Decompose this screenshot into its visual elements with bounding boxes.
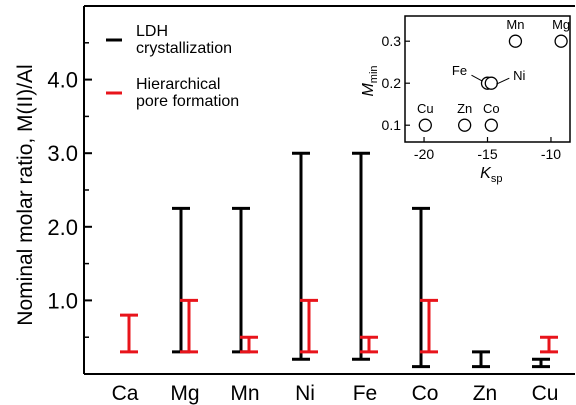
inset-x-tick-label: -15: [477, 146, 497, 162]
inset-x-tick-label: -10: [541, 146, 561, 162]
legend-label: pore formation: [136, 93, 239, 110]
inset-x-tick-label: -20: [414, 146, 434, 162]
range-bar: [232, 206, 250, 354]
y-tick-label: 3.0: [47, 141, 78, 166]
y-axis-title: Nominal molar ratio, M(II)/Al: [14, 64, 37, 325]
range-bar: [352, 151, 370, 361]
x-tick-label: Ni: [295, 382, 315, 405]
range-bar: [540, 335, 558, 354]
inset-point: [484, 118, 498, 132]
x-tick-label: Fe: [353, 382, 378, 405]
range-bar: [180, 298, 198, 354]
inset-x-axis-title: Ksp: [480, 165, 502, 185]
range-bar: [172, 206, 190, 354]
range-bar: [240, 335, 258, 354]
inset-y-axis-title: Mmin: [360, 65, 380, 96]
y-tick-label: 1.0: [47, 288, 78, 313]
inset-point-label: Mg: [552, 17, 570, 32]
x-tick-label: Ca: [112, 382, 139, 405]
x-tick-label: Mn: [230, 382, 259, 405]
y-tick-label: 2.0: [47, 215, 78, 240]
inset-plot: 0.1 0.2 0.3 -20 -15 -10 Ksp Mmin Cu Zn Co Fe Ni Mn Mg: [360, 15, 571, 185]
inset-y-tick-label: 0.3: [382, 33, 402, 49]
y-tick-label: 4.0: [47, 68, 78, 93]
inset-point-label: Fe: [452, 63, 467, 78]
legend-label: LDH: [136, 23, 168, 40]
inset-y-tick-label: 0.2: [382, 75, 402, 91]
x-tick-label: Cu: [532, 382, 559, 405]
inset-point-label: Co: [483, 101, 500, 116]
range-bar: [300, 298, 318, 354]
inset-point: [508, 34, 523, 48]
inset-point-label: Zn: [457, 101, 472, 116]
inset-point: [484, 76, 498, 90]
inset-leader-line: [496, 77, 510, 85]
x-tick-label: Zn: [473, 382, 498, 405]
inset-point: [418, 118, 432, 132]
range-bar: [420, 298, 438, 354]
inset-point-label: Cu: [417, 101, 434, 116]
range-bar: [292, 151, 310, 361]
inset-point: [458, 118, 472, 132]
inset-point-label: Ni: [513, 68, 525, 83]
inset-point-label: Mn: [506, 17, 524, 32]
range-bar: [120, 313, 138, 354]
legend-label: crystallization: [136, 40, 232, 57]
x-tick-label: Mg: [170, 382, 199, 405]
main-plot: 1.0 2.0 3.0 4.0 Nominal molar ratio, M(II)/A…: [14, 5, 575, 405]
inset-leader-line: [471, 74, 483, 82]
inset-point: [554, 34, 568, 48]
range-bar: [412, 206, 430, 369]
legend-label: Hierarchical: [136, 76, 220, 93]
inset-y-tick-label: 0.1: [382, 117, 402, 133]
x-tick-label: Co: [412, 382, 439, 405]
range-bar: [360, 335, 378, 354]
range-bar: [472, 350, 490, 369]
range-bar: [532, 357, 550, 369]
